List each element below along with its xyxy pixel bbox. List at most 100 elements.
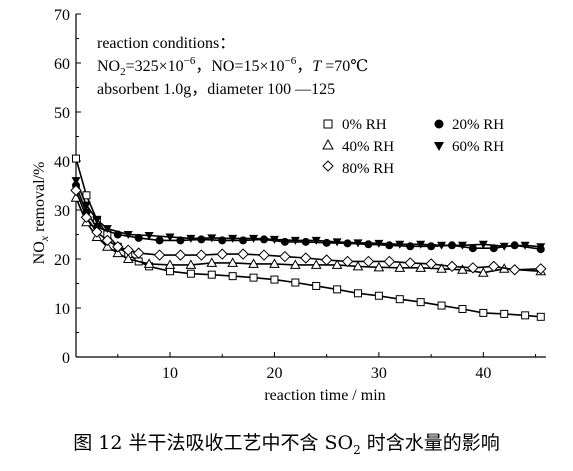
data-point	[352, 260, 364, 271]
data-point	[354, 289, 362, 298]
data-point	[80, 211, 93, 224]
data-point	[353, 239, 363, 248]
y-tick-label: 0	[62, 350, 70, 367]
data-point	[164, 259, 176, 269]
y-tick-label: 20	[54, 252, 70, 269]
data-point	[300, 252, 312, 264]
data-point	[228, 234, 238, 243]
ticks: 0 10 20 30 40 50 60 70 10 20 30 40	[54, 7, 537, 382]
data-point	[301, 237, 310, 246]
data-point	[499, 242, 509, 251]
data-point	[521, 311, 530, 320]
data-point	[479, 308, 488, 317]
data-point	[186, 234, 196, 243]
data-point	[227, 257, 239, 267]
data-point	[270, 275, 279, 284]
series-4	[70, 184, 547, 276]
data-point	[322, 238, 331, 247]
data-point	[343, 239, 352, 248]
data-point	[436, 263, 447, 273]
data-point	[446, 260, 458, 273]
data-point	[477, 267, 489, 277]
data-point	[112, 241, 124, 253]
legend-marker-4	[322, 160, 334, 172]
data-point	[362, 255, 375, 268]
data-point	[312, 281, 321, 290]
data-point	[437, 241, 447, 250]
series-layer	[70, 154, 547, 321]
data-point	[425, 258, 437, 270]
data-point	[279, 250, 291, 263]
conditions-line-2: NO2=325×10−6，NO=15×10−6，T =70℃	[97, 55, 368, 78]
data-point	[206, 257, 218, 267]
data-point	[143, 258, 155, 268]
data-point	[341, 255, 354, 268]
data-point	[333, 285, 342, 294]
data-point	[249, 234, 259, 243]
legend-label-3: 60% RH	[452, 139, 504, 155]
conditions-line-3: absorbent 1.0g，diameter 100 —125	[97, 81, 335, 98]
figure-caption: 图 12 半干法吸收工艺中不含 SO2 时含水量的影响	[73, 432, 500, 457]
data-point	[383, 255, 396, 268]
data-point	[320, 254, 333, 266]
data-point	[331, 259, 343, 269]
y-tick-label: 10	[54, 301, 70, 318]
data-point	[122, 253, 134, 263]
data-point	[520, 241, 530, 250]
data-point	[112, 247, 124, 258]
y-tick-label: 60	[54, 56, 70, 73]
data-point	[291, 278, 300, 287]
data-point	[207, 234, 217, 243]
legend: 0% RH 20% RH 40% RH 60% RH 80% RH	[322, 117, 504, 177]
data-point	[101, 234, 114, 247]
y-axis-label: NOx removal/%	[31, 162, 51, 265]
data-point	[290, 236, 300, 245]
legend-item-3: 60% RH	[434, 139, 504, 155]
data-point	[467, 262, 479, 274]
y-tick-label: 50	[54, 105, 70, 122]
y-tick-label: 40	[54, 154, 70, 171]
x-tick-label: 20	[266, 365, 282, 382]
data-point	[311, 236, 321, 245]
data-point	[374, 291, 383, 300]
data-point	[416, 298, 425, 307]
data-point	[216, 248, 228, 260]
data-point	[132, 247, 145, 259]
data-point	[310, 259, 322, 269]
data-point	[406, 242, 415, 251]
legend-label-1: 20% RH	[452, 117, 504, 133]
data-point	[488, 260, 500, 273]
data-point	[395, 240, 405, 249]
data-point	[72, 154, 80, 163]
data-point	[153, 249, 166, 261]
legend-item-2: 40% RH	[322, 138, 394, 155]
data-point	[457, 264, 468, 274]
data-point	[165, 233, 175, 242]
data-point	[500, 309, 509, 318]
series-3	[71, 177, 546, 252]
legend-marker-3	[434, 142, 444, 151]
legend-marker-2	[322, 138, 334, 150]
legend-label-2: 40% RH	[342, 139, 394, 155]
y-tick-label: 70	[54, 7, 70, 24]
data-point	[249, 273, 258, 282]
x-axis-label: reaction time / min	[264, 387, 385, 404]
data-point	[427, 242, 436, 251]
data-point	[122, 244, 134, 256]
legend-label-4: 80% RH	[342, 161, 394, 177]
data-point	[478, 240, 488, 249]
data-point	[70, 184, 82, 197]
legend-label-0: 0% RH	[342, 117, 387, 133]
data-point	[535, 263, 547, 275]
conditions-line-1: reaction conditions：	[97, 35, 235, 52]
x-tick-label: 10	[162, 365, 178, 382]
chart: 0 10 20 30 40 50 60 70 10 20 30 40 NOx removal/% re…	[31, 7, 547, 404]
data-point	[404, 257, 416, 269]
data-point	[468, 244, 477, 253]
data-point	[185, 259, 197, 269]
data-point	[239, 236, 248, 245]
data-point	[186, 269, 195, 278]
data-point	[81, 201, 91, 210]
data-point	[394, 262, 406, 272]
series-line-0	[75, 158, 541, 318]
